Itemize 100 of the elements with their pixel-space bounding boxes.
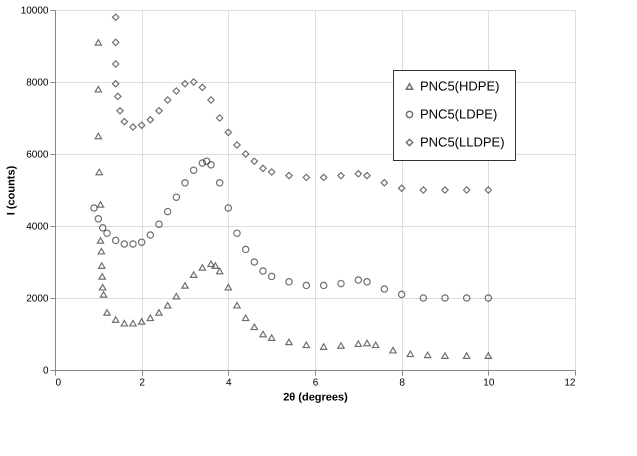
point bbox=[302, 341, 310, 348]
y-tick-label: 10000 bbox=[20, 6, 49, 16]
point bbox=[320, 343, 328, 350]
point bbox=[462, 186, 470, 194]
point bbox=[138, 318, 146, 325]
point bbox=[354, 170, 362, 178]
point bbox=[129, 240, 137, 248]
point bbox=[190, 78, 198, 86]
y-axis-title: I (counts) bbox=[6, 165, 18, 216]
point bbox=[112, 60, 120, 68]
point bbox=[100, 291, 108, 298]
point bbox=[233, 141, 241, 149]
point bbox=[202, 157, 210, 165]
point bbox=[155, 220, 163, 228]
point bbox=[146, 231, 154, 239]
y-tick-label: 4000 bbox=[26, 222, 49, 232]
point bbox=[250, 323, 258, 330]
x-tick-label: 4 bbox=[226, 378, 232, 388]
legend-label: PNC5(HDPE) bbox=[420, 78, 500, 94]
point bbox=[146, 116, 154, 124]
point bbox=[337, 280, 345, 288]
point bbox=[242, 246, 250, 254]
point bbox=[172, 193, 180, 201]
point bbox=[138, 238, 146, 246]
point bbox=[164, 208, 172, 216]
point bbox=[190, 166, 198, 174]
point bbox=[406, 350, 414, 358]
legend-label: PNC5(LLDPE) bbox=[420, 134, 505, 150]
point bbox=[129, 123, 137, 131]
point bbox=[268, 272, 276, 280]
point bbox=[363, 278, 371, 286]
point bbox=[216, 179, 224, 187]
y-tick-label: 0 bbox=[42, 366, 49, 376]
point bbox=[98, 262, 106, 269]
point bbox=[216, 114, 224, 122]
point bbox=[198, 159, 206, 167]
point bbox=[285, 278, 293, 286]
x-tick-label: 0 bbox=[56, 378, 62, 388]
point bbox=[242, 314, 250, 322]
point bbox=[285, 338, 293, 346]
point bbox=[420, 186, 428, 194]
point bbox=[337, 172, 345, 180]
x-axis-title: 2θ (degrees) bbox=[283, 392, 348, 404]
x-tick-label: 2 bbox=[139, 378, 146, 388]
point bbox=[259, 267, 267, 275]
point bbox=[96, 201, 104, 208]
point bbox=[250, 157, 258, 165]
point bbox=[224, 284, 232, 291]
point bbox=[155, 309, 163, 316]
point bbox=[224, 128, 232, 136]
point bbox=[114, 92, 122, 100]
point bbox=[233, 302, 241, 309]
point bbox=[95, 168, 103, 176]
point bbox=[216, 268, 224, 274]
point bbox=[441, 352, 449, 359]
point bbox=[112, 236, 120, 244]
point bbox=[268, 168, 276, 176]
point bbox=[337, 342, 345, 349]
point bbox=[155, 107, 163, 115]
x-tick-label: 8 bbox=[399, 378, 406, 388]
point bbox=[164, 302, 172, 309]
point bbox=[181, 80, 189, 88]
point bbox=[103, 229, 111, 237]
point bbox=[94, 215, 102, 223]
y-tick-label: 8000 bbox=[26, 78, 49, 88]
point bbox=[380, 285, 388, 293]
point bbox=[181, 282, 189, 289]
point bbox=[120, 240, 128, 248]
point bbox=[389, 346, 397, 354]
x-tick-label: 12 bbox=[564, 378, 576, 388]
point bbox=[320, 174, 328, 182]
point bbox=[116, 107, 124, 115]
point bbox=[94, 132, 102, 140]
point bbox=[146, 314, 154, 322]
point bbox=[164, 96, 172, 104]
point bbox=[103, 309, 111, 316]
point bbox=[285, 172, 293, 180]
point bbox=[259, 164, 267, 172]
point bbox=[198, 264, 206, 271]
point bbox=[462, 352, 470, 359]
point bbox=[207, 260, 215, 268]
point bbox=[98, 248, 106, 255]
point bbox=[302, 282, 310, 290]
point bbox=[138, 121, 146, 129]
point bbox=[190, 271, 198, 278]
point bbox=[172, 87, 180, 95]
point bbox=[484, 352, 492, 359]
point bbox=[441, 294, 449, 302]
point bbox=[250, 258, 258, 266]
point bbox=[112, 316, 120, 323]
point bbox=[207, 96, 215, 104]
point bbox=[98, 273, 106, 280]
point bbox=[320, 282, 328, 290]
point bbox=[462, 294, 470, 302]
point bbox=[424, 352, 432, 358]
point bbox=[98, 224, 106, 232]
point bbox=[380, 179, 388, 187]
point bbox=[112, 80, 120, 88]
point bbox=[233, 229, 241, 237]
x-tick-label: 10 bbox=[483, 378, 495, 388]
